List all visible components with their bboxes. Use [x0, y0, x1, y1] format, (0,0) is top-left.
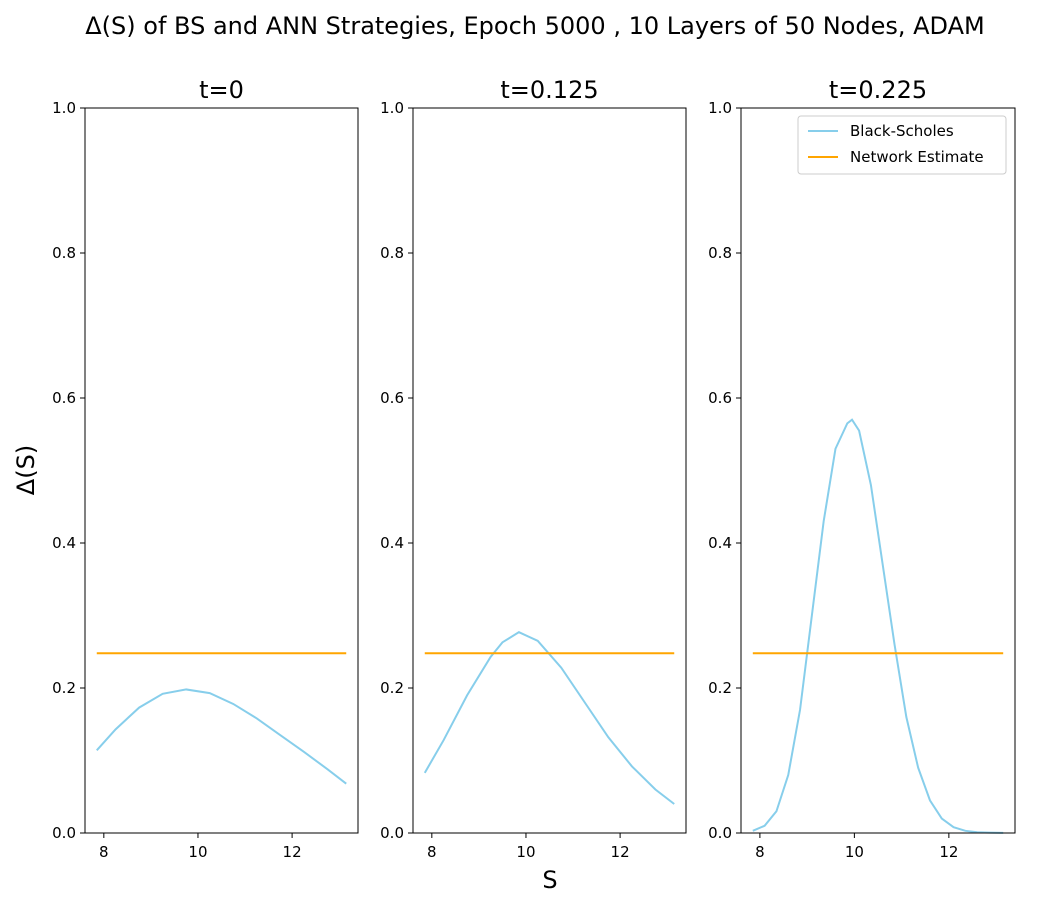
subplot-3: t=0.225 0.0 0.2 0.4 0.6 0.8 1.0 8 10 12: [708, 76, 1016, 861]
subplot-title: t=0.125: [500, 76, 598, 104]
y-tick-label: 1.0: [380, 99, 404, 117]
y-tick-label: 0.6: [708, 389, 732, 407]
subplot-panels: t=0 0.0 0.2 0.4 0.6 0.8 1.0 8 10 12 t=0.125 0.0 0.2 0…: [52, 76, 1016, 861]
legend-entry: Black-Scholes: [850, 122, 954, 140]
y-tick-label: 0.6: [52, 389, 76, 407]
x-tick-label: 10: [845, 843, 864, 861]
y-tick-label: 0.0: [708, 824, 732, 842]
x-tick-label: 8: [99, 843, 109, 861]
y-tick-label: 0.4: [708, 534, 732, 552]
plot-frame: [412, 107, 687, 834]
x-tick-label: 8: [427, 843, 437, 861]
legend-entry: Network Estimate: [850, 148, 984, 166]
x-tick-label: 12: [939, 843, 958, 861]
legend: Black-Scholes Network Estimate: [797, 115, 1007, 175]
y-tick-label: 1.0: [52, 99, 76, 117]
series-line-black-scholes: [752, 418, 1004, 834]
y-tick-label: 0.0: [52, 824, 76, 842]
subplot-title: t=0.225: [829, 76, 927, 104]
legend-box: [797, 115, 1007, 175]
y-tick-label: 0.0: [380, 824, 404, 842]
series-line-black-scholes: [96, 688, 347, 785]
y-axis-label: Δ(S): [12, 445, 40, 495]
x-tick-label: 12: [611, 843, 630, 861]
plot-frame: [84, 107, 359, 834]
y-tick-label: 0.8: [52, 244, 76, 262]
y-tick-label: 0.2: [708, 679, 732, 697]
subplot-title: t=0: [199, 76, 244, 104]
y-tick-label: 0.8: [380, 244, 404, 262]
x-tick-label: 12: [283, 843, 302, 861]
y-tick-label: 0.6: [380, 389, 404, 407]
y-tick-label: 0.4: [380, 534, 404, 552]
x-tick-label: 10: [188, 843, 207, 861]
plot-frame: [740, 107, 1016, 834]
series-line-black-scholes: [423, 631, 675, 805]
y-tick-label: 0.8: [708, 244, 732, 262]
y-tick-label: 0.2: [380, 679, 404, 697]
figure-title: Δ(S) of BS and ANN Strategies, Epoch 500…: [85, 12, 984, 40]
x-tick-label: 8: [755, 843, 765, 861]
subplot-1: t=0 0.0 0.2 0.4 0.6 0.8 1.0 8 10 12: [52, 76, 359, 861]
x-tick-label: 10: [516, 843, 535, 861]
x-axis-label: S: [542, 866, 557, 894]
y-tick-label: 1.0: [708, 99, 732, 117]
y-tick-label: 0.4: [52, 534, 76, 552]
subplot-2: t=0.125 0.0 0.2 0.4 0.6 0.8 1.0 8 10 12: [380, 76, 687, 861]
y-tick-label: 0.2: [52, 679, 76, 697]
